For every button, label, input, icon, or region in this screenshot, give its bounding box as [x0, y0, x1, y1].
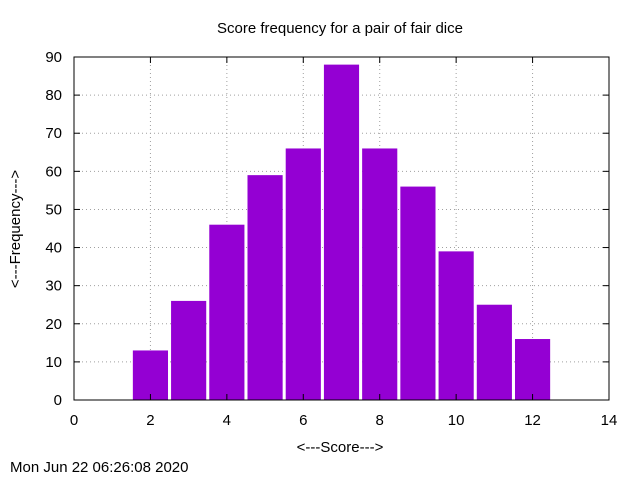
x-tick-label: 4 [223, 412, 231, 429]
y-tick-label: 80 [45, 87, 62, 104]
bar-score-5 [247, 175, 283, 400]
y-tick-label: 0 [54, 392, 62, 409]
bar-score-3 [171, 300, 207, 400]
y-tick-label: 10 [45, 354, 62, 371]
y-axis-label: <---Frequency---> [7, 170, 24, 289]
x-tick-label: 6 [299, 412, 307, 429]
y-tick-label: 20 [45, 316, 62, 333]
y-tick-label: 30 [45, 278, 62, 295]
y-tick-label: 90 [45, 49, 62, 66]
y-tick-labels: 0 10 20 30 40 50 60 70 80 90 [45, 49, 62, 409]
x-tick-label: 14 [601, 412, 618, 429]
y-tick-label: 70 [45, 125, 62, 142]
x-axis-label: <---Score---> [297, 439, 384, 456]
x-tick-label: 2 [146, 412, 154, 429]
x-tick-labels: 0 2 4 6 8 10 12 14 [70, 412, 618, 429]
chart-title: Score frequency for a pair of fair dice [217, 20, 463, 37]
bar-score-9 [400, 186, 436, 400]
bars [132, 64, 551, 400]
bar-score-7 [323, 64, 360, 400]
bar-score-6 [285, 148, 321, 400]
x-tick-label: 0 [70, 412, 78, 429]
axis-ticks [73, 56, 610, 401]
bar-score-10 [438, 251, 474, 400]
plot-frame [73, 56, 610, 401]
bar-score-4 [209, 224, 245, 400]
timestamp: Mon Jun 22 06:26:08 2020 [10, 459, 189, 476]
x-tick-label: 8 [376, 412, 384, 429]
bar-score-8 [362, 148, 398, 400]
bar-score-12 [514, 339, 551, 400]
x-tick-label: 10 [448, 412, 465, 429]
y-tick-label: 60 [45, 163, 62, 180]
y-tick-label: 40 [45, 240, 62, 257]
bar-score-11 [476, 304, 512, 400]
y-tick-label: 50 [45, 201, 62, 218]
x-tick-label: 12 [524, 412, 541, 429]
bar-score-2 [132, 350, 169, 400]
